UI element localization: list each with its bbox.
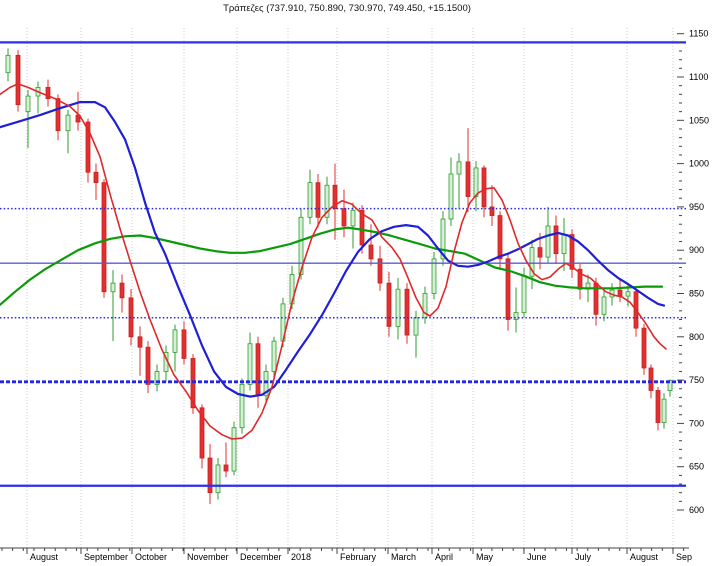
month-label: July	[575, 552, 592, 562]
month-label: October	[135, 552, 167, 562]
svg-text:800: 800	[689, 332, 704, 342]
month-label: 2018	[291, 552, 311, 562]
svg-text:850: 850	[689, 289, 704, 299]
month-label: March	[391, 552, 416, 562]
support-resistance-lines	[0, 41, 686, 487]
month-label: February	[340, 552, 377, 562]
svg-text:1050: 1050	[689, 115, 709, 125]
svg-text:600: 600	[689, 505, 704, 515]
month-label: Sep	[676, 552, 692, 562]
svg-text:650: 650	[689, 462, 704, 472]
month-label: August	[630, 552, 659, 562]
svg-text:900: 900	[689, 245, 704, 255]
svg-text:1000: 1000	[689, 159, 709, 169]
month-label: April	[435, 552, 453, 562]
month-label: December	[240, 552, 282, 562]
month-label: November	[187, 552, 229, 562]
month-label: September	[84, 552, 128, 562]
month-label: June	[527, 552, 547, 562]
medium-ma-blue-line	[0, 100, 666, 398]
svg-text:1100: 1100	[689, 72, 708, 82]
price-axis: 600 650 700 750 800 850 900 950 1000 1050 1100 1150	[677, 29, 709, 515]
slow-ma-green-line	[0, 226, 664, 306]
month-label: May	[476, 552, 494, 562]
fast-ma-red-line	[0, 83, 667, 440]
svg-text:950: 950	[689, 202, 704, 212]
candlesticks	[5, 48, 673, 504]
svg-text:700: 700	[689, 418, 704, 428]
month-label: August	[30, 552, 59, 562]
chart-title: Τράπεζες (737.910, 750.890, 730.970, 749…	[223, 3, 471, 14]
svg-text:750: 750	[689, 375, 704, 385]
time-axis: August September October November December 20…	[0, 547, 692, 562]
svg-text:1150: 1150	[689, 29, 708, 39]
